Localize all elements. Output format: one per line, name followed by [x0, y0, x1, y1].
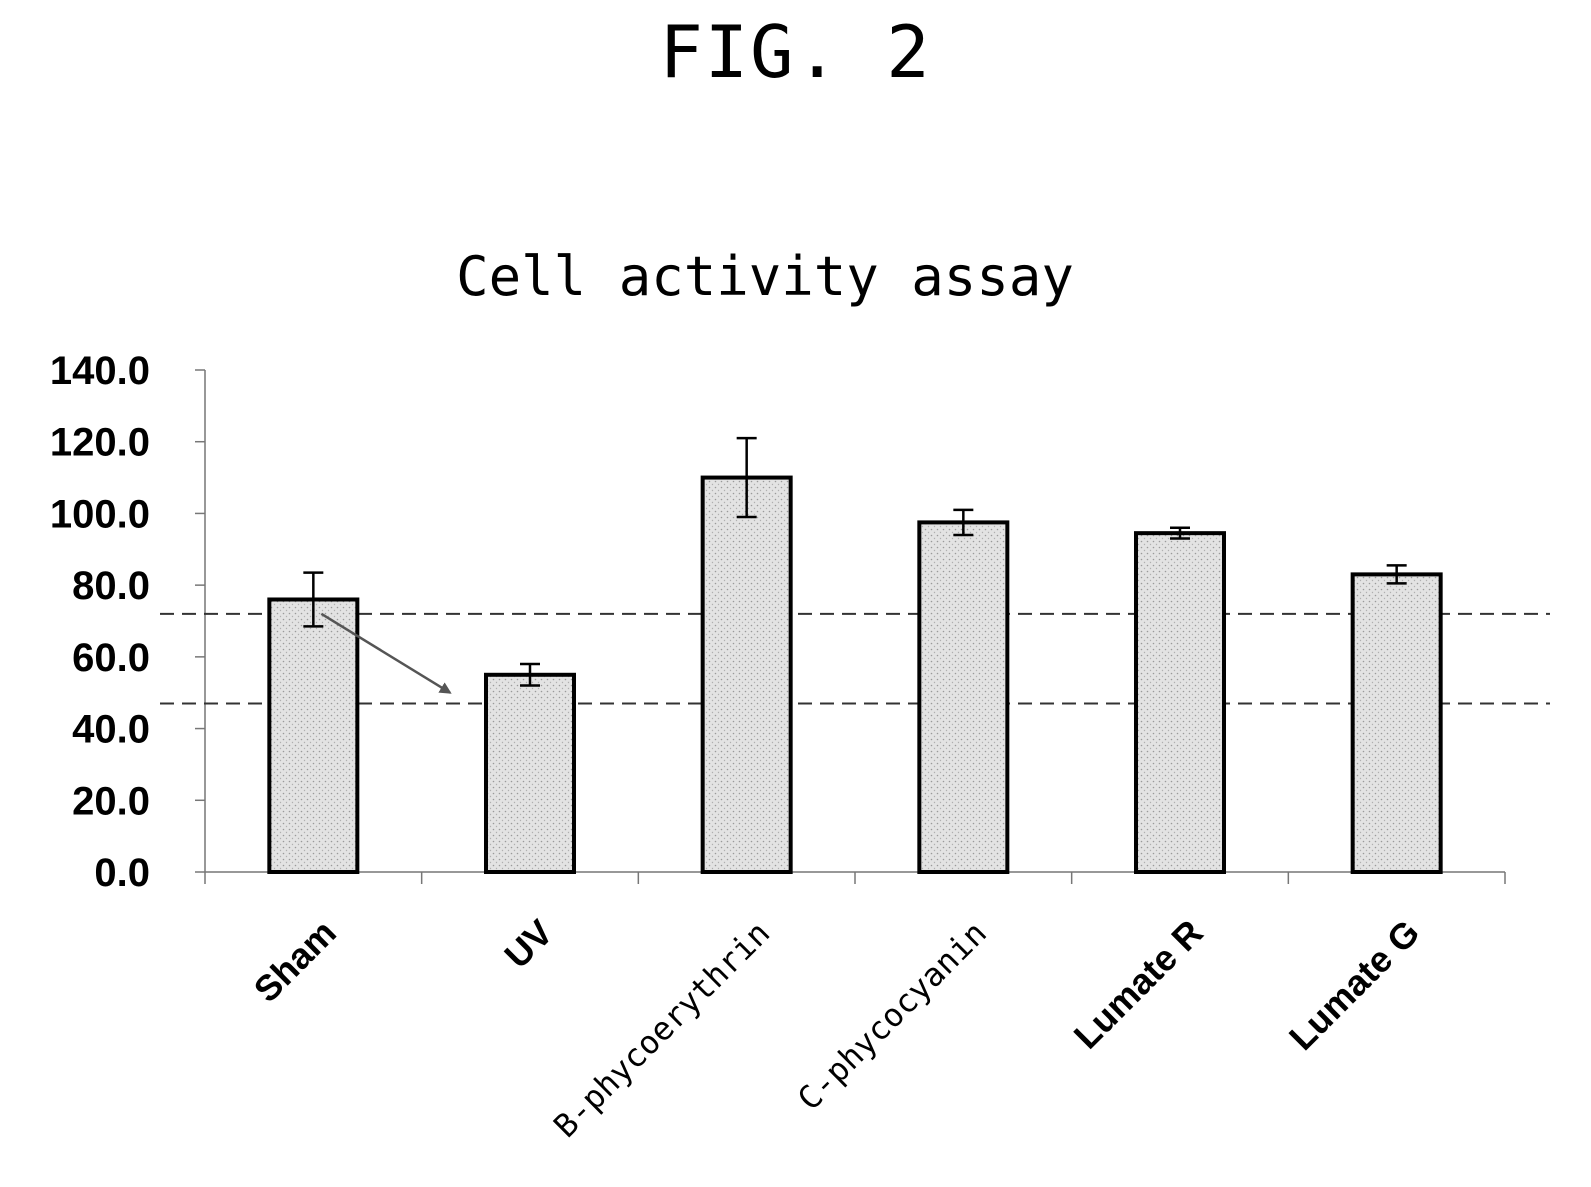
- bar: [484, 672, 576, 874]
- figure-label: FIG. 2: [659, 10, 932, 94]
- bar: [1350, 572, 1443, 875]
- y-tick-label: 20.0: [72, 779, 150, 823]
- y-tick-label: 40.0: [72, 708, 150, 752]
- bar: [267, 597, 360, 874]
- x-tick-label: UV: [496, 912, 560, 976]
- x-tick-label: Sham: [246, 912, 344, 1010]
- x-tick-label: C-phycocyanin: [790, 914, 994, 1118]
- y-tick-label: 80.0: [72, 564, 150, 608]
- y-tick-label: 60.0: [72, 636, 150, 680]
- x-tick-label: B-phycoerythrin: [546, 914, 777, 1145]
- y-tick-label: 100.0: [50, 492, 150, 536]
- bar: [917, 520, 1010, 875]
- chart-title: Cell activity assay: [456, 245, 1074, 308]
- y-tick-label: 120.0: [50, 421, 150, 465]
- y-tick-label: 140.0: [50, 349, 150, 393]
- y-tick-label: 0.0: [94, 851, 150, 895]
- annotation-arrow: [320, 612, 452, 694]
- bar: [700, 475, 793, 874]
- x-tick-label: Lumate R: [1066, 912, 1211, 1057]
- x-tick-label: Lumate G: [1281, 912, 1427, 1058]
- bar: [1134, 531, 1226, 875]
